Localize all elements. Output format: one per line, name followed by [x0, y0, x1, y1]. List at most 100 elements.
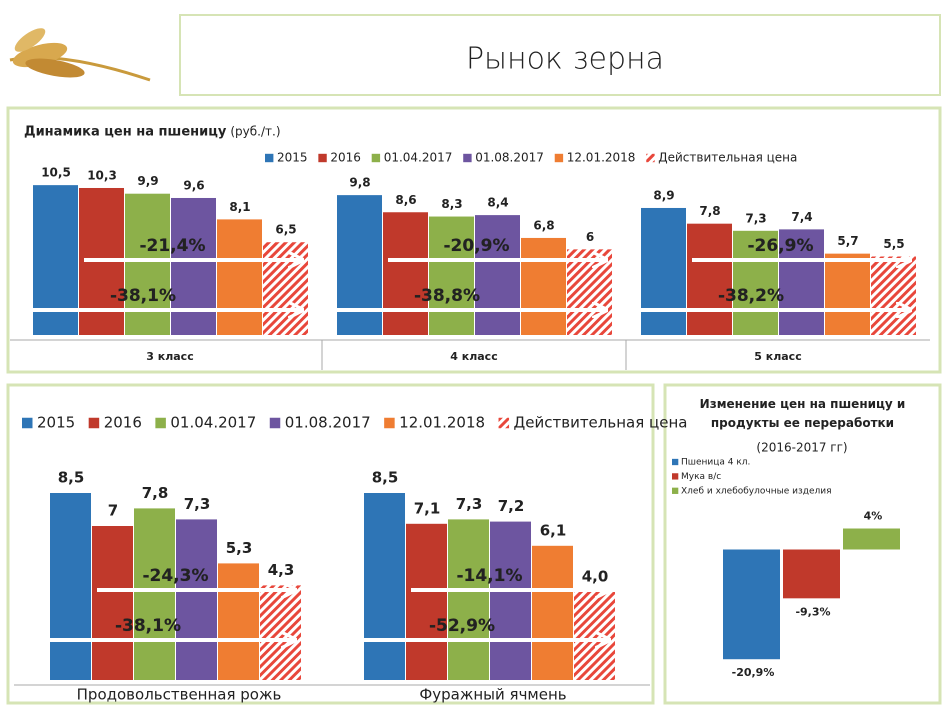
bar [260, 585, 301, 680]
bar [134, 508, 175, 680]
bar [448, 519, 489, 680]
legend-swatch [155, 418, 166, 429]
value-label: 9,8 [349, 176, 370, 190]
value-label: 7,8 [699, 204, 720, 218]
bar [843, 529, 900, 550]
legend-label: Хлеб и хлебобулочные изделия [681, 486, 832, 496]
value-label: 8,6 [395, 193, 416, 207]
value-label: 7,8 [142, 484, 169, 502]
legend-swatch [499, 418, 510, 429]
legend-label: Пшеница 4 кл. [681, 458, 750, 468]
page-title: Рынок зерна [466, 42, 664, 77]
value-label: 8,3 [441, 197, 462, 211]
bar [263, 242, 308, 335]
value-label: 6,1 [540, 521, 567, 539]
category-label: Продовольственная рожь [77, 686, 282, 704]
legend-swatch [384, 418, 395, 429]
annotation: -38,8% [414, 286, 480, 306]
value-label: 7,1 [414, 499, 441, 517]
legend-label: Мука в/с [681, 472, 721, 482]
value-label: 4,3 [268, 561, 295, 579]
value-label: 7,3 [745, 211, 766, 225]
chart-subtitle: (руб./т.) [230, 125, 280, 139]
value-label: 7,3 [456, 495, 483, 513]
legend-label: 2016 [330, 151, 361, 165]
value-label: 7,4 [791, 210, 812, 224]
legend-swatch [672, 459, 678, 465]
legend-label: 12.01.2018 [399, 414, 485, 432]
value-label: 8,4 [487, 196, 508, 210]
value-label: -9,3% [795, 605, 830, 618]
annotation: -52,9% [429, 616, 495, 636]
annotation: -20,9% [443, 236, 509, 256]
value-label: 7 [108, 502, 118, 520]
bar [783, 550, 840, 599]
annotation: -21,4% [139, 236, 205, 256]
bar [383, 212, 428, 335]
legend-swatch [672, 473, 678, 479]
value-label: 6,8 [533, 218, 554, 232]
value-label: 6,5 [275, 223, 296, 237]
bar [337, 195, 382, 335]
bar [490, 522, 531, 680]
bar [532, 546, 573, 680]
bar [429, 217, 474, 335]
annotation: -38,2% [718, 286, 784, 306]
chart-title: Изменение цен на пшеницу и продукты ее п… [675, 395, 930, 433]
legend-label: 12.01.2018 [567, 151, 636, 165]
bar [125, 194, 170, 335]
bar [217, 219, 262, 335]
wheat-logo [10, 24, 150, 81]
annotation: -14,1% [456, 566, 522, 586]
value-label: 7,2 [498, 497, 525, 515]
legend-swatch [22, 418, 33, 429]
legend-swatch [265, 154, 273, 162]
legend-label: 01.08.2017 [475, 151, 544, 165]
legend-label: 01.04.2017 [170, 414, 256, 432]
value-label: 4% [864, 510, 883, 523]
chart-title: Динамика цен на пшеницу [24, 125, 227, 140]
category-label: Фуражный ячмень [419, 686, 566, 704]
value-label: 9,6 [183, 178, 204, 192]
value-label: 5,7 [837, 234, 858, 248]
category-label: 5 класс [754, 350, 801, 363]
chart-subtitle: (2016-2017 гг) [756, 441, 847, 455]
bar [574, 592, 615, 680]
value-label: 8,5 [58, 469, 85, 487]
bar [687, 224, 732, 335]
bar [50, 493, 91, 680]
bar [171, 198, 216, 335]
annotation: -24,3% [142, 566, 208, 586]
bar [92, 526, 133, 680]
legend-swatch [270, 418, 281, 429]
slide: Рынок зерна Динамика цен на пшеницу Изме… [0, 0, 951, 705]
bar [641, 208, 686, 335]
value-label: 4,0 [582, 568, 609, 586]
value-label: 8,5 [372, 469, 399, 487]
value-label: -20,9% [732, 666, 775, 679]
value-label: 5,3 [226, 539, 253, 557]
legend-label: 2015 [37, 414, 75, 432]
bar [475, 215, 520, 335]
legend-label: 01.08.2017 [285, 414, 371, 432]
value-label: 10,5 [41, 166, 71, 180]
legend-label: Действительная цена [658, 151, 797, 165]
value-label: 9,9 [137, 174, 158, 188]
value-label: 6 [586, 230, 594, 244]
bar [176, 519, 217, 680]
value-label: 7,3 [184, 495, 211, 513]
bar [218, 563, 259, 680]
bar [406, 524, 447, 680]
bar [825, 254, 870, 335]
bar [871, 257, 916, 336]
page: Рынок зерна Динамика цен на пшеницу Изме… [0, 0, 951, 705]
bar [567, 249, 612, 335]
legend-swatch [89, 418, 100, 429]
annotation: -26,9% [747, 236, 813, 256]
legend-swatch [318, 154, 326, 162]
legend-swatch [646, 154, 654, 162]
bar [521, 238, 566, 335]
annotation: -38,1% [110, 286, 176, 306]
legend-label: 01.04.2017 [384, 151, 453, 165]
legend-swatch [555, 154, 563, 162]
